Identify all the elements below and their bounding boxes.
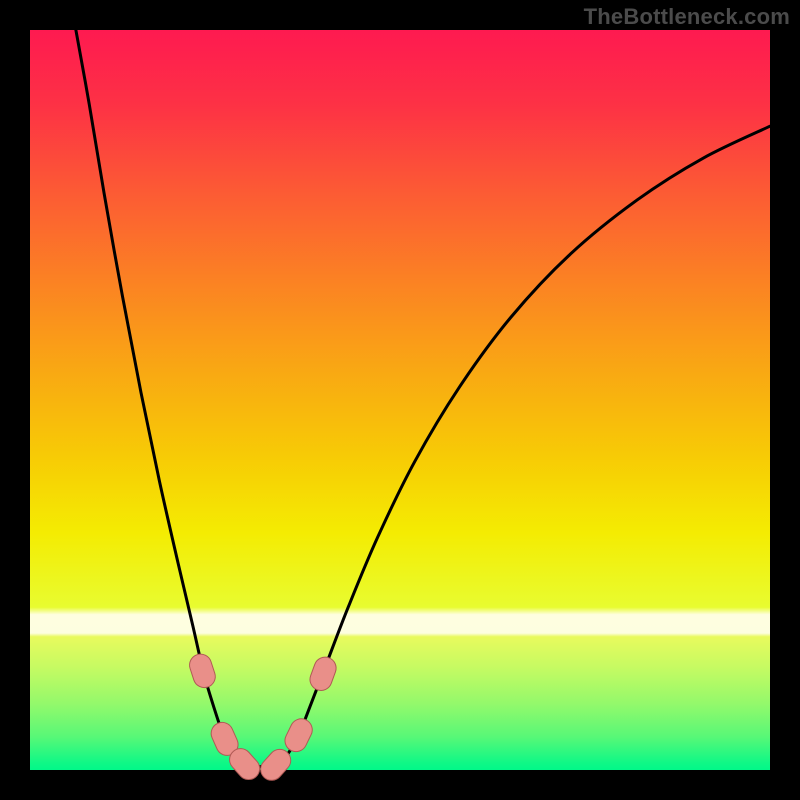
plot-area (30, 30, 770, 770)
watermark-text: TheBottleneck.com (584, 4, 790, 30)
chart-root (0, 0, 800, 800)
chart-svg (0, 0, 800, 800)
